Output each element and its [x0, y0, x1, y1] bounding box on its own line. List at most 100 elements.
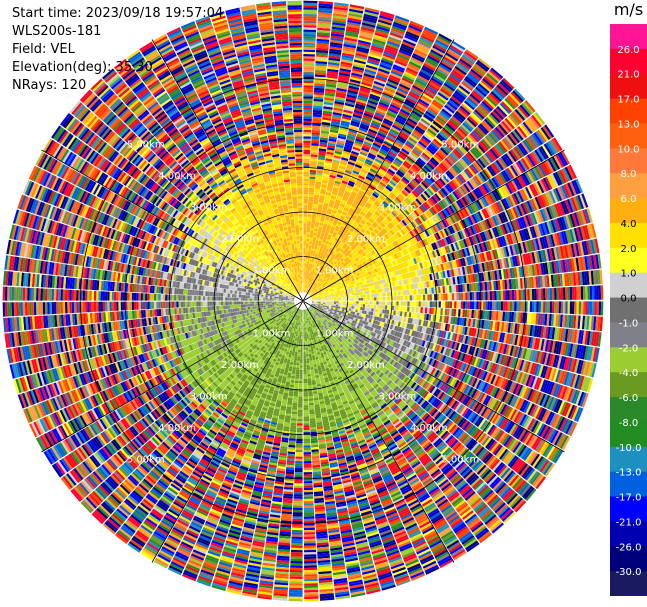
gate-cell: [318, 252, 322, 256]
gate-cell: [364, 9, 379, 15]
gate-cell: [591, 285, 595, 300]
gate-cell: [376, 301, 379, 305]
gate-cell: [338, 165, 346, 170]
gate-cell: [396, 301, 399, 306]
gate-cell: [474, 291, 477, 301]
gate-cell: [332, 17, 347, 22]
gate-cell: [350, 120, 360, 126]
gate-cell: [331, 305, 334, 308]
gate-cell: [402, 39, 416, 47]
gate-cell: [316, 45, 329, 49]
gate-cell: [374, 297, 377, 301]
gate-cell: [312, 274, 315, 277]
gate-cell: [346, 184, 354, 189]
gate-cell: [429, 294, 432, 301]
gate-cell: [313, 92, 324, 96]
gate-cell: [319, 238, 323, 242]
gate-cell: [305, 245, 309, 248]
gate-cell: [379, 99, 390, 106]
gate-cell: [375, 30, 389, 37]
gate-cell: [396, 55, 409, 63]
gate-cell: [352, 146, 361, 152]
gate-cell: [578, 301, 582, 315]
gate-cell: [366, 134, 375, 141]
gate-cell: [306, 281, 309, 284]
gate-cell: [337, 169, 345, 174]
gate-cell: [374, 78, 386, 85]
gate-cell: [355, 161, 364, 167]
gate-cell: [314, 224, 319, 227]
gate-cell: [326, 190, 332, 194]
gate-cell: [377, 21, 392, 28]
gate-cell: [333, 205, 339, 210]
gate-cell: [341, 118, 351, 123]
gate-cell: [315, 181, 322, 185]
gate-cell: [306, 290, 308, 294]
gate-cell: [509, 301, 513, 312]
gate-cell: [370, 91, 382, 98]
gate-cell: [322, 225, 327, 229]
gate-cell: [313, 103, 323, 107]
gate-cell: [339, 65, 352, 71]
gate-cell: [314, 190, 320, 194]
gate-cell: [305, 288, 308, 291]
gate-cell: [315, 270, 318, 274]
gate-cell: [336, 142, 345, 147]
gate-cell: [311, 257, 315, 261]
gate-cell: [307, 261, 310, 264]
gate-cell: [498, 301, 501, 311]
gate-cell: [322, 298, 326, 300]
gate-cell: [309, 174, 316, 177]
gate-cell: [368, 128, 378, 134]
gate-cell: [351, 303, 355, 307]
gate-cell: [580, 286, 584, 300]
gate-cell: [369, 93, 381, 100]
gate-cell: [380, 59, 393, 66]
gate-cell: [333, 155, 341, 159]
gate-cell: [316, 36, 330, 40]
gate-cell: [303, 71, 314, 75]
gate-cell: [312, 269, 315, 272]
gate-cell: [596, 285, 599, 300]
gate-cell: [411, 306, 415, 313]
gate-cell: [372, 40, 386, 47]
gate-cell: [304, 263, 307, 266]
gate-cell: [318, 227, 323, 230]
gate-cell: [331, 120, 341, 125]
gate-cell: [333, 203, 340, 208]
gate-cell: [309, 169, 317, 173]
gate-cell: [380, 301, 384, 305]
gate-cell: [404, 306, 408, 312]
gate-cell: [447, 293, 450, 301]
gate-cell: [317, 163, 324, 167]
gate-cell: [318, 199, 324, 203]
gate-cell: [346, 21, 361, 27]
gate-cell: [361, 81, 373, 87]
gate-cell: [303, 154, 311, 157]
gate-cell: [334, 302, 337, 305]
gate-cell: [322, 227, 327, 232]
gate-cell: [451, 301, 455, 309]
gate-cell: [304, 287, 305, 290]
gate-cell: [317, 21, 332, 25]
gate-cell: [463, 301, 466, 309]
gate-cell: [354, 298, 357, 301]
gate-cell: [382, 91, 394, 98]
gate-cell: [313, 201, 319, 205]
gate-cell: [393, 62, 407, 69]
gate-cell: [353, 144, 362, 150]
gate-cell: [303, 145, 311, 148]
gate-cell: [369, 308, 372, 312]
gate-cell: [323, 171, 330, 175]
gate-cell: [351, 293, 354, 296]
gate-cell: [491, 301, 495, 311]
gate-cell: [315, 260, 318, 264]
gate-cell: [338, 72, 351, 77]
gate-cell: [409, 20, 424, 29]
gate-cell: [303, 158, 310, 161]
gate-cell: [330, 170, 337, 175]
gate-cell: [330, 127, 339, 132]
gate-cell: [427, 301, 430, 308]
gate-cell: [511, 301, 515, 312]
gate-cell: [316, 47, 329, 51]
